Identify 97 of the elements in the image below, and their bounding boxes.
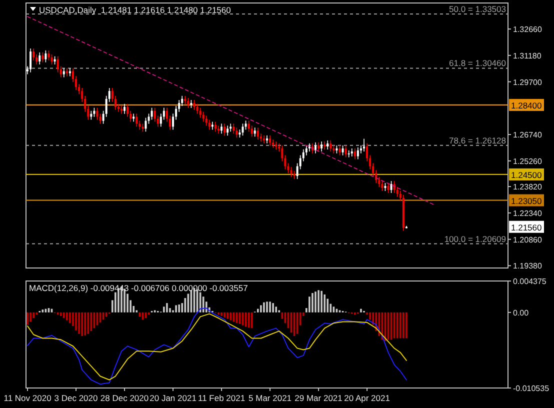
candlestick: [318, 142, 320, 152]
candlestick: [320, 141, 323, 152]
candlestick: [342, 144, 344, 156]
x-tick-label: 29 Mar 2021: [294, 393, 343, 403]
x-tick-label: 20 Apr 2021: [344, 393, 390, 403]
candlestick: [220, 123, 223, 134]
candlestick: [290, 166, 292, 178]
candlestick: [124, 103, 126, 114]
ref-line-label: 1.24500: [511, 170, 542, 180]
x-tick-label: 28 Dec 2020: [100, 393, 149, 403]
candlestick: [338, 144, 341, 156]
y-tick-label: -0.010535: [513, 384, 550, 393]
candlestick: [196, 103, 198, 114]
y-tick-label: 1.22340: [513, 208, 542, 218]
candlestick: [269, 135, 272, 146]
candlestick: [226, 125, 229, 136]
candlestick: [275, 141, 278, 150]
candlestick: [330, 140, 332, 152]
x-tick-label: 3 Dec 2020: [54, 393, 98, 403]
y-tick-label: 1.23820: [513, 182, 542, 192]
candlestick: [350, 148, 353, 157]
candlestick: [96, 107, 98, 120]
candlestick: [266, 135, 268, 144]
candlestick: [211, 121, 214, 130]
y-tick-label: 1.25260: [513, 156, 542, 166]
y-tick-label: 0.00: [513, 308, 530, 318]
ref-line-label: 78.6 = 1.26128: [449, 135, 506, 146]
ref-line-label: 100.0 = 1.20609: [444, 234, 506, 244]
candlestick: [390, 180, 392, 194]
candlestick: [193, 100, 196, 110]
candlestick: [230, 123, 232, 132]
candlestick: [48, 50, 50, 61]
candlestick: [344, 144, 347, 158]
x-tick-label: 11 Feb 2021: [198, 393, 246, 403]
candlestick: [202, 111, 204, 122]
candlestick: [244, 120, 247, 130]
candlestick: [62, 68, 65, 78]
candlestick: [308, 143, 310, 152]
candlestick: [42, 52, 44, 63]
candlestick: [50, 54, 53, 65]
candlestick: [356, 146, 359, 160]
candlestick: [32, 48, 35, 61]
candlestick: [144, 117, 147, 132]
candlestick: [93, 107, 96, 118]
y-tick-label: 1.26740: [513, 130, 542, 140]
y-tick-label: 1.29700: [513, 78, 542, 87]
candlestick: [224, 123, 226, 136]
candlestick: [232, 123, 235, 134]
candlestick: [99, 113, 102, 124]
candlestick: [214, 121, 216, 132]
candlestick: [314, 142, 317, 154]
y-tick-label: 1.32660: [513, 25, 542, 34]
candlestick: [354, 148, 356, 160]
candlestick: [38, 52, 41, 65]
candlestick: [156, 115, 159, 128]
y-tick-label: 0.004375: [513, 277, 547, 286]
x-tick-label: 11 Nov 2020: [4, 393, 52, 403]
candlestick: [217, 125, 220, 134]
candlestick: [242, 123, 244, 136]
candlestick: [150, 107, 153, 120]
candlestick: [205, 115, 208, 126]
chart-title: USDCAD,Daily 1.21481 1.21616 1.21480 1.21560: [39, 5, 232, 15]
annotation: 1.21560: [511, 222, 542, 232]
ref-line-label: 50.0 = 1.33503: [449, 4, 506, 14]
candlestick: [262, 135, 265, 144]
candlestick: [281, 144, 284, 162]
candlestick: [30, 48, 32, 73]
candlestick: [44, 50, 47, 63]
candlestick: [126, 103, 129, 118]
candlestick: [120, 105, 122, 114]
ref-line-label: 1.28400: [511, 100, 542, 110]
candlestick: [363, 138, 366, 152]
candlestick: [154, 107, 156, 122]
y-tick-label: 1.31180: [513, 51, 542, 60]
candlestick: [256, 127, 259, 140]
candlestick: [254, 127, 256, 138]
candlestick: [250, 125, 253, 138]
candlestick: [302, 148, 304, 162]
ref-line-label: 1.23050: [511, 196, 542, 206]
candlestick: [248, 120, 250, 132]
candlestick: [381, 180, 384, 192]
ref-line-label: 61.8 = 1.30460: [449, 58, 506, 68]
candlestick: [132, 113, 135, 122]
y-tick-label: 1.20860: [513, 235, 542, 244]
candlestick: [208, 119, 210, 130]
candlestick: [236, 127, 238, 138]
x-tick-label: 20 Jan 2021: [150, 393, 197, 403]
y-tick-label: 1.19380: [513, 262, 542, 271]
candlestick: [324, 141, 326, 150]
candlestick: [136, 113, 138, 128]
chart-title: MACD(12,26,9) -0.009443 -0.006706 0.000000 -0.003557: [29, 283, 248, 293]
x-tick-label: 5 Mar 2021: [248, 393, 292, 403]
candlestick: [187, 98, 190, 108]
candlestick: [272, 139, 274, 148]
candlestick: [396, 186, 398, 198]
candlestick: [326, 140, 329, 150]
candlestick: [199, 107, 202, 118]
